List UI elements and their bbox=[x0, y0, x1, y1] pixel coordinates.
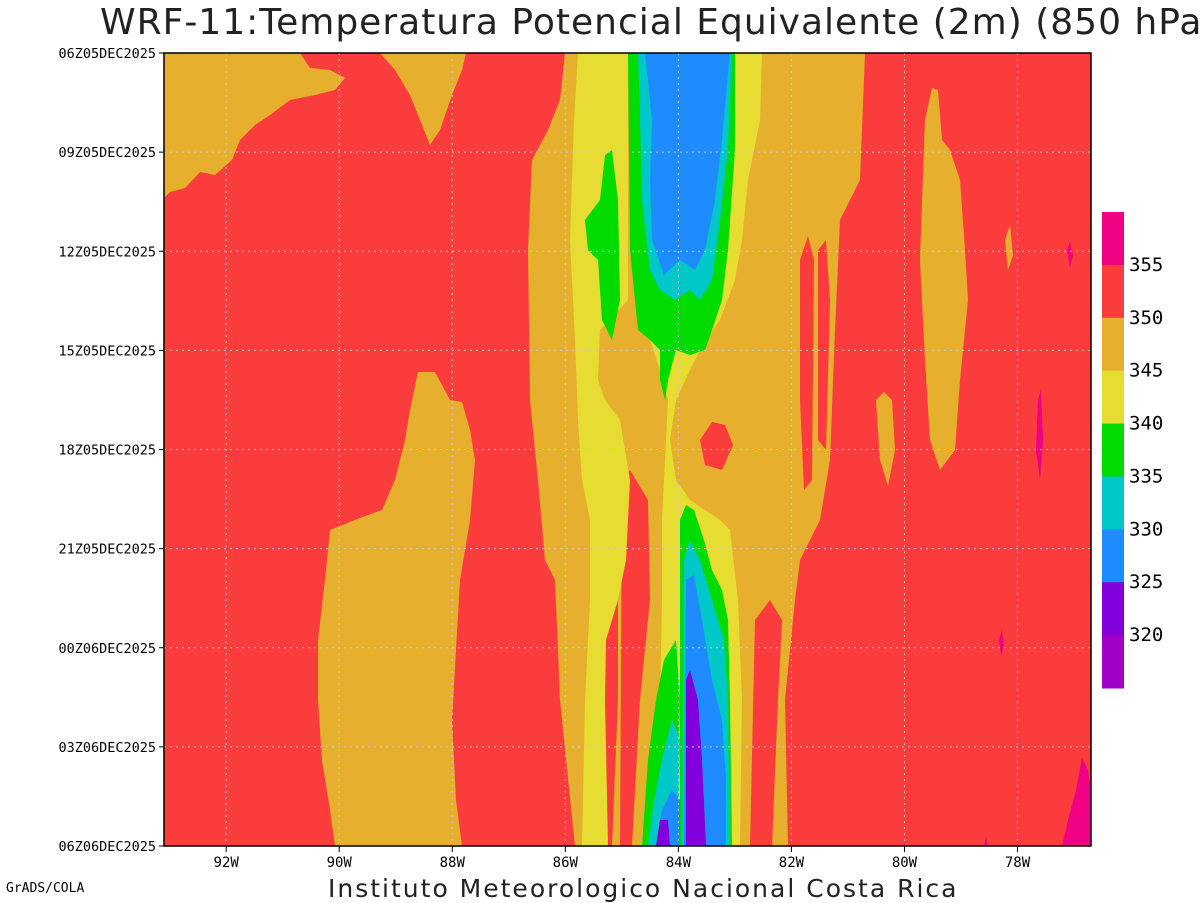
colorbar-swatch bbox=[1102, 370, 1124, 425]
colorbar-label: 355 bbox=[1129, 254, 1163, 276]
x-tick-label: 84W bbox=[666, 855, 692, 871]
x-tick-label: 86W bbox=[553, 855, 579, 871]
y-tick-label: 21Z05DEC2025 bbox=[58, 542, 156, 558]
colorbar-label: 345 bbox=[1129, 360, 1163, 382]
grid-lines bbox=[164, 53, 1091, 846]
x-tick-label: 78W bbox=[1005, 855, 1031, 871]
colorbar-swatch bbox=[1102, 529, 1124, 583]
x-tick-label: 92W bbox=[214, 855, 240, 871]
colorbar-swatch bbox=[1102, 582, 1124, 636]
x-tick-label: 88W bbox=[440, 855, 466, 871]
colorbar-swatch bbox=[1102, 635, 1124, 689]
y-tick-label: 09Z05DEC2025 bbox=[58, 145, 156, 161]
y-tick-label: 18Z05DEC2025 bbox=[58, 443, 156, 459]
colorbar-swatch bbox=[1102, 476, 1124, 530]
x-axis: 92W 90W 88W 86W 84W 82W 80W 78W bbox=[214, 846, 1031, 871]
y-tick-label: 03Z06DEC2025 bbox=[58, 740, 156, 756]
y-tick-label: 12Z05DEC2025 bbox=[58, 244, 156, 260]
chart-title: WRF-11:Temperatura Potencial Equivalente… bbox=[100, 2, 1200, 43]
institution-footer: Instituto Meteorologico Nacional Costa R… bbox=[328, 874, 959, 903]
colorbar-swatch bbox=[1102, 264, 1124, 319]
colorbar-label: 335 bbox=[1129, 465, 1163, 487]
colorbar-label: 320 bbox=[1129, 624, 1163, 646]
x-tick-label: 82W bbox=[779, 855, 805, 871]
y-tick-label: 15Z05DEC2025 bbox=[58, 343, 156, 359]
x-tick-label: 90W bbox=[327, 855, 353, 871]
x-tick-label: 80W bbox=[892, 855, 918, 871]
y-axis: 06Z05DEC2025 09Z05DEC2025 12Z05DEC2025 15Z0… bbox=[58, 46, 164, 855]
colorbar-label: 350 bbox=[1129, 307, 1163, 329]
colorbar-swatch bbox=[1102, 212, 1124, 266]
colorbar-label: 330 bbox=[1129, 518, 1163, 540]
colorbar-swatch bbox=[1102, 423, 1124, 477]
colorbar-label: 325 bbox=[1129, 571, 1163, 593]
y-tick-label: 00Z06DEC2025 bbox=[58, 641, 156, 657]
software-credit: GrADS/COLA bbox=[6, 881, 85, 896]
colorbar-swatch bbox=[1102, 317, 1124, 372]
colorbar-legend: 320 325 330 335 340 345 350 355 bbox=[1102, 212, 1163, 689]
colorbar-label: 340 bbox=[1129, 413, 1163, 435]
y-tick-label: 06Z06DEC2025 bbox=[58, 839, 156, 855]
y-tick-label: 06Z05DEC2025 bbox=[58, 46, 156, 62]
